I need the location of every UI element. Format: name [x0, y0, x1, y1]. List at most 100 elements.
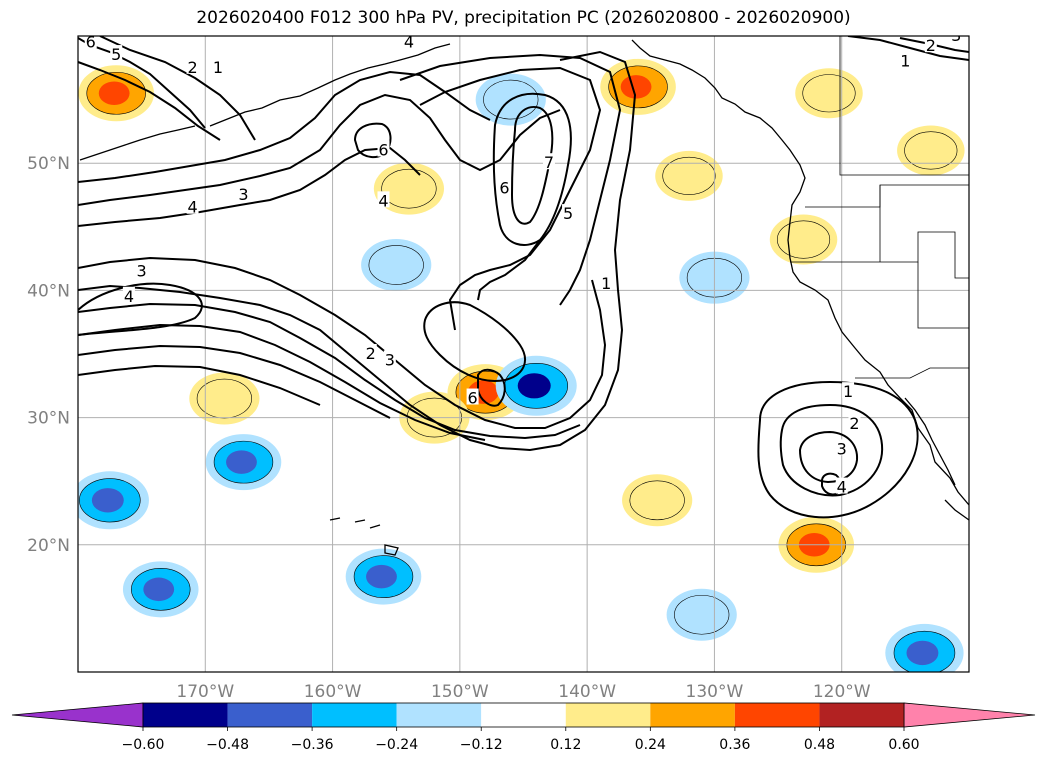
colorbar: −0.60 −0.48 −0.36 −0.24 −0.12 0.12 0.24 0.36 0.4… [11, 702, 1036, 753]
colorbar-tick-label: −0.12 [460, 737, 503, 753]
lon-tick-label: 160°W [304, 682, 362, 702]
svg-text:6: 6 [467, 389, 477, 408]
svg-text:1: 1 [601, 274, 611, 293]
svg-text:4: 4 [187, 198, 197, 217]
svg-text:5: 5 [563, 204, 573, 223]
svg-text:1: 1 [900, 51, 910, 70]
colorbar-tick-label: 0.24 [635, 737, 666, 753]
lon-tick-label: 140°W [558, 682, 616, 702]
precip-patch [885, 623, 964, 672]
precip-patch [345, 548, 422, 605]
colorbar-segment [650, 703, 735, 727]
pv-contour-label: 3 [950, 26, 963, 45]
precip-patch [361, 238, 432, 291]
precip-patch [495, 355, 577, 416]
colorbar-tick-label: −0.48 [206, 737, 249, 753]
pv-contours [78, 36, 969, 519]
lat-tick-label: 20°N [27, 536, 70, 556]
svg-text:1: 1 [213, 58, 223, 77]
map-frame [77, 35, 970, 673]
pv-contour-label: 1 [212, 57, 225, 77]
pv-contour-label: 6 [377, 140, 390, 159]
pv-contour-label: 3 [383, 350, 396, 369]
precip-patch [897, 125, 965, 176]
svg-text:2: 2 [926, 36, 936, 55]
lon-tick-label: 150°W [431, 682, 489, 702]
lat-tick-label: 50°N [27, 154, 70, 174]
pv-contour-label: 3 [237, 185, 250, 204]
precip-patch [189, 372, 260, 425]
colorbar-segment [565, 703, 651, 727]
pv-contour-label: 2 [848, 413, 861, 433]
svg-text:2: 2 [849, 414, 859, 433]
precip-patch [795, 68, 863, 119]
state-borders [790, 36, 969, 379]
svg-text:2: 2 [187, 58, 197, 77]
lon-tick-label: 130°W [686, 682, 744, 702]
colorbar-tick-label: 0.36 [719, 737, 750, 753]
svg-text:4: 4 [404, 32, 414, 51]
pv-contour-label: 2 [186, 57, 199, 77]
svg-text:6: 6 [378, 140, 388, 159]
colorbar-tick-label: −0.24 [375, 737, 418, 753]
svg-text:7: 7 [544, 153, 554, 172]
colorbar-segment [734, 703, 820, 727]
pv-contour-label: 5 [562, 204, 575, 223]
colorbar-tick-label: 0.48 [804, 737, 835, 753]
svg-text:3: 3 [137, 261, 147, 280]
svg-text:3: 3 [951, 26, 961, 45]
precip-patch [122, 561, 199, 618]
chart-title: 2026020400 F012 300 hPa PV, precipitatio… [196, 8, 851, 28]
precip-patch [622, 474, 693, 527]
pv-contour-label: 1 [899, 51, 912, 70]
pv-contour-label: 4 [186, 197, 199, 217]
svg-text:3: 3 [238, 185, 248, 204]
svg-text:4: 4 [124, 287, 134, 306]
precip-patch [769, 214, 838, 265]
colorbar-segment [227, 703, 313, 727]
svg-text:2: 2 [366, 344, 376, 363]
latitude-tick-labels: 20°N 30°N 40°N 50°N [27, 154, 70, 556]
pv-contour-label: 6 [466, 388, 479, 408]
pv-contour-label: 4 [122, 286, 135, 306]
pv-contour-label: 6 [84, 32, 97, 51]
precip-patch [655, 150, 723, 201]
colorbar-tick-label: 0.60 [888, 737, 919, 753]
pv-contour-label: 6 [498, 178, 511, 198]
longitude-tick-labels: 170°W 160°W 150°W 140°W 130°W 120°W [176, 682, 870, 702]
colorbar-extend-high [903, 702, 1036, 728]
pv-contour-label: 1 [842, 382, 855, 401]
svg-text:3: 3 [385, 350, 395, 369]
pv-contour-label: 2 [364, 344, 377, 363]
svg-text:1: 1 [843, 382, 853, 401]
pv-contour-label: 4 [402, 32, 415, 51]
svg-text:6: 6 [499, 179, 509, 198]
colorbar-tick-label: −0.36 [291, 737, 334, 753]
pv-contour-label: 2 [924, 36, 937, 55]
colorbar-tick-label: 0.12 [550, 737, 581, 753]
svg-text:5: 5 [111, 45, 121, 64]
gridlines [78, 36, 969, 672]
precip-patch [78, 65, 154, 122]
pv-contour-label: 3 [835, 439, 848, 458]
pv-contour-label: 4 [377, 191, 390, 210]
colorbar-segment [312, 703, 397, 727]
svg-text:6: 6 [86, 32, 96, 51]
colorbar-tick-label: −0.60 [122, 737, 165, 753]
pv-contour-label: 4 [835, 477, 848, 497]
lon-tick-label: 120°W [813, 682, 871, 702]
precip-patch [78, 471, 149, 530]
lon-tick-label: 170°W [176, 682, 234, 702]
pv-contour-label: 3 [135, 261, 148, 280]
svg-text:3: 3 [837, 439, 847, 458]
svg-text:4: 4 [837, 478, 847, 497]
pv-contour-label: 7 [542, 153, 555, 172]
colorbar-segment [396, 703, 482, 727]
colorbar-segment [481, 703, 566, 727]
colorbar-extend-low [11, 702, 144, 728]
precip-patch [373, 162, 445, 215]
pv-contour-label: 5 [110, 45, 123, 64]
precip-patch [666, 588, 737, 641]
